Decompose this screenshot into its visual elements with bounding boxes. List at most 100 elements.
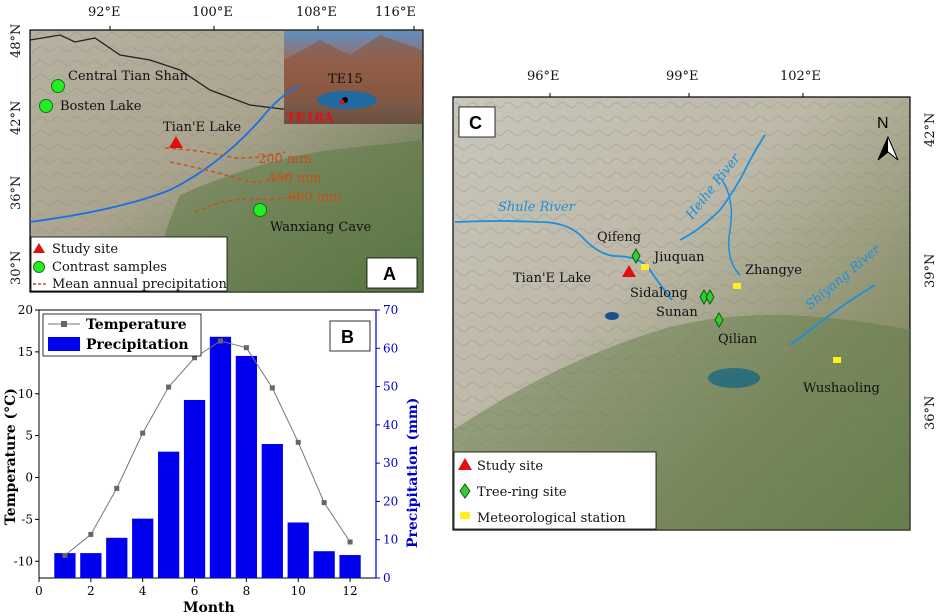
y-right-tick-label: 40 <box>383 418 398 432</box>
precip-bar <box>106 537 128 578</box>
y-left-tick-label: 20 <box>18 303 33 317</box>
isohyet-400mm <box>169 161 291 183</box>
y-left-tick-label: 5 <box>25 429 33 443</box>
panel-a-axes: 92°E 100°E 108°E 116°E 48°N 42°N 36°N 30… <box>9 5 416 285</box>
y-left-tick-label: -10 <box>14 554 33 568</box>
sunan-label: Sunan <box>656 305 698 320</box>
north-label: N <box>877 115 889 132</box>
te18a-point <box>339 99 345 105</box>
isohyet-600-label: 600 mm <box>288 190 342 205</box>
temperature-point <box>295 439 301 445</box>
legend-c-met-icon <box>460 512 470 519</box>
legend-c-study-site-icon <box>458 458 472 470</box>
x-tick-label: 0 <box>35 584 43 598</box>
tiane-lake-label-c: Tian'E Lake <box>513 271 591 286</box>
lon-tick-116: 116°E <box>375 5 416 20</box>
precip-bar <box>313 551 335 578</box>
precip-bar <box>80 553 102 578</box>
legend-study-site-label: Study site <box>52 242 118 257</box>
legend-c-tree-ring-label: Tree-ring site <box>477 485 567 500</box>
heihe-river-line <box>679 134 766 241</box>
panel-b-letter-box <box>329 320 371 352</box>
lat-tick-42: 42°N <box>9 101 24 135</box>
temperature-point <box>62 552 68 558</box>
sunan-tree-ring <box>705 288 715 306</box>
precip-bar <box>132 518 154 578</box>
c-lon-tick-96: 96°E <box>527 69 560 84</box>
temperature-point <box>269 385 275 391</box>
legend-precip-label: Mean annual precipitation <box>52 277 227 292</box>
y-left-tick-label: 0 <box>25 471 33 485</box>
central-tian-shan-marker <box>51 79 65 93</box>
qinghai-lake <box>708 368 760 388</box>
precip-bar <box>183 399 206 578</box>
temperature-point <box>321 500 327 506</box>
precip-bar <box>339 555 361 578</box>
x-tick-label: 6 <box>191 584 199 598</box>
panel-c-letter-box <box>458 106 496 138</box>
bosten-lake-marker <box>39 99 53 113</box>
precip-bar <box>157 451 180 578</box>
y-left-tick-label: 10 <box>18 387 33 401</box>
precip-bar <box>235 355 258 578</box>
legend-c-study-site-label: Study site <box>477 459 543 474</box>
heihe-tributary <box>721 179 741 276</box>
isohyet-200-label: 200 mm <box>258 152 312 167</box>
y-left-tick-label: 15 <box>18 345 33 359</box>
north-arrow-icon <box>877 135 899 161</box>
te15-label: TE15 <box>328 72 363 87</box>
precip-bar <box>209 336 232 578</box>
legend-temp-marker <box>61 321 67 327</box>
temperature-point <box>140 430 146 436</box>
c-lat-tick-42: 42°N <box>923 113 938 147</box>
zhangye-label: Zhangye <box>745 263 802 278</box>
temperature-point <box>217 338 223 344</box>
y-right-tick-label: 10 <box>383 533 398 547</box>
legend-precip-swatch <box>48 337 80 351</box>
wanxiang-cave-label: Wanxiang Cave <box>270 220 371 235</box>
temperature-point <box>114 485 120 491</box>
bosten-lake-label: Bosten Lake <box>60 99 142 114</box>
x-tick-label: 2 <box>87 584 95 598</box>
y-left-axis-title: Temperature (°C) <box>3 388 19 525</box>
sidalong-tree-ring <box>699 288 709 306</box>
central-tian-shan-label: Central Tian Shan <box>68 69 189 84</box>
legend-contrast-label: Contrast samples <box>52 260 167 275</box>
lon-tick-100: 100°E <box>192 5 233 20</box>
y-left-tick-label: -5 <box>21 512 33 526</box>
y-right-tick-label: 50 <box>383 380 398 394</box>
temperature-point <box>243 345 249 351</box>
panel-c-letter: C <box>469 113 482 133</box>
border-line <box>29 34 291 111</box>
temperature-point <box>88 531 94 537</box>
legend-study-site-icon <box>33 243 45 253</box>
sidalong-label: Sidalong <box>630 286 688 301</box>
jiuquan-label: Jiuquan <box>652 250 705 265</box>
panel-b-letter: B <box>341 327 354 347</box>
shule-river-line <box>454 220 673 301</box>
legend-c-tree-ring-icon <box>459 483 471 499</box>
legend-temp-label: Temperature <box>86 317 187 333</box>
lat-tick-36: 36°N <box>9 176 24 210</box>
panel-a-map: 200 mm 400 mm 600 mm Central Tian Shan B… <box>29 29 424 293</box>
tiane-lake-marker-c <box>622 265 636 277</box>
wushaoling-label: Wushaoling <box>803 381 880 396</box>
zhangye-station <box>733 283 741 289</box>
monsoon-boundary-line <box>29 84 301 223</box>
c-lat-tick-36: 36°N <box>923 396 938 430</box>
x-tick-label: 10 <box>291 584 306 598</box>
tiane-lake-label: Tian'E Lake <box>163 120 241 135</box>
panel-a-letter-box <box>366 257 418 289</box>
y-right-tick-label: 0 <box>383 571 391 585</box>
wushaoling-station <box>833 357 841 363</box>
isohyet-200mm <box>164 147 286 159</box>
c-lon-tick-99: 99°E <box>666 69 699 84</box>
precip-bar <box>54 553 76 578</box>
y-right-axis-title: Precipitation (mm) <box>405 398 421 548</box>
lon-tick-92: 92°E <box>88 5 121 20</box>
c-lat-tick-39: 39°N <box>923 254 938 288</box>
qifeng-tree-ring <box>631 247 641 265</box>
lon-tick-108: 108°E <box>296 5 337 20</box>
